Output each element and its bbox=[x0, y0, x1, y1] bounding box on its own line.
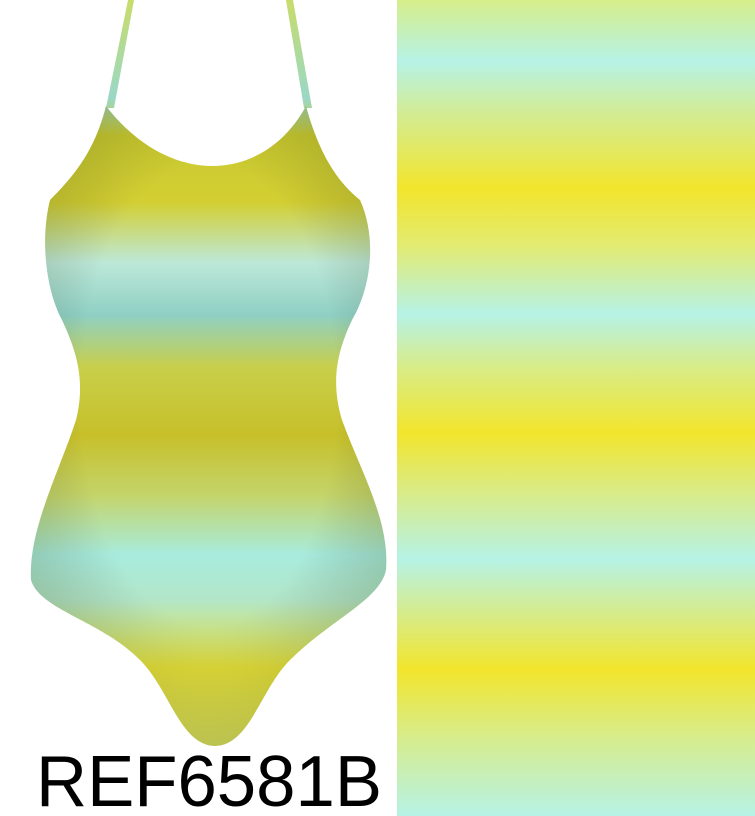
reference-code: REF6581B bbox=[36, 742, 382, 816]
right-strap bbox=[286, 0, 312, 108]
pattern-swatch bbox=[397, 0, 755, 816]
swimsuit bbox=[30, 0, 387, 746]
swimsuit-shading bbox=[30, 106, 387, 746]
left-strap bbox=[106, 0, 134, 108]
